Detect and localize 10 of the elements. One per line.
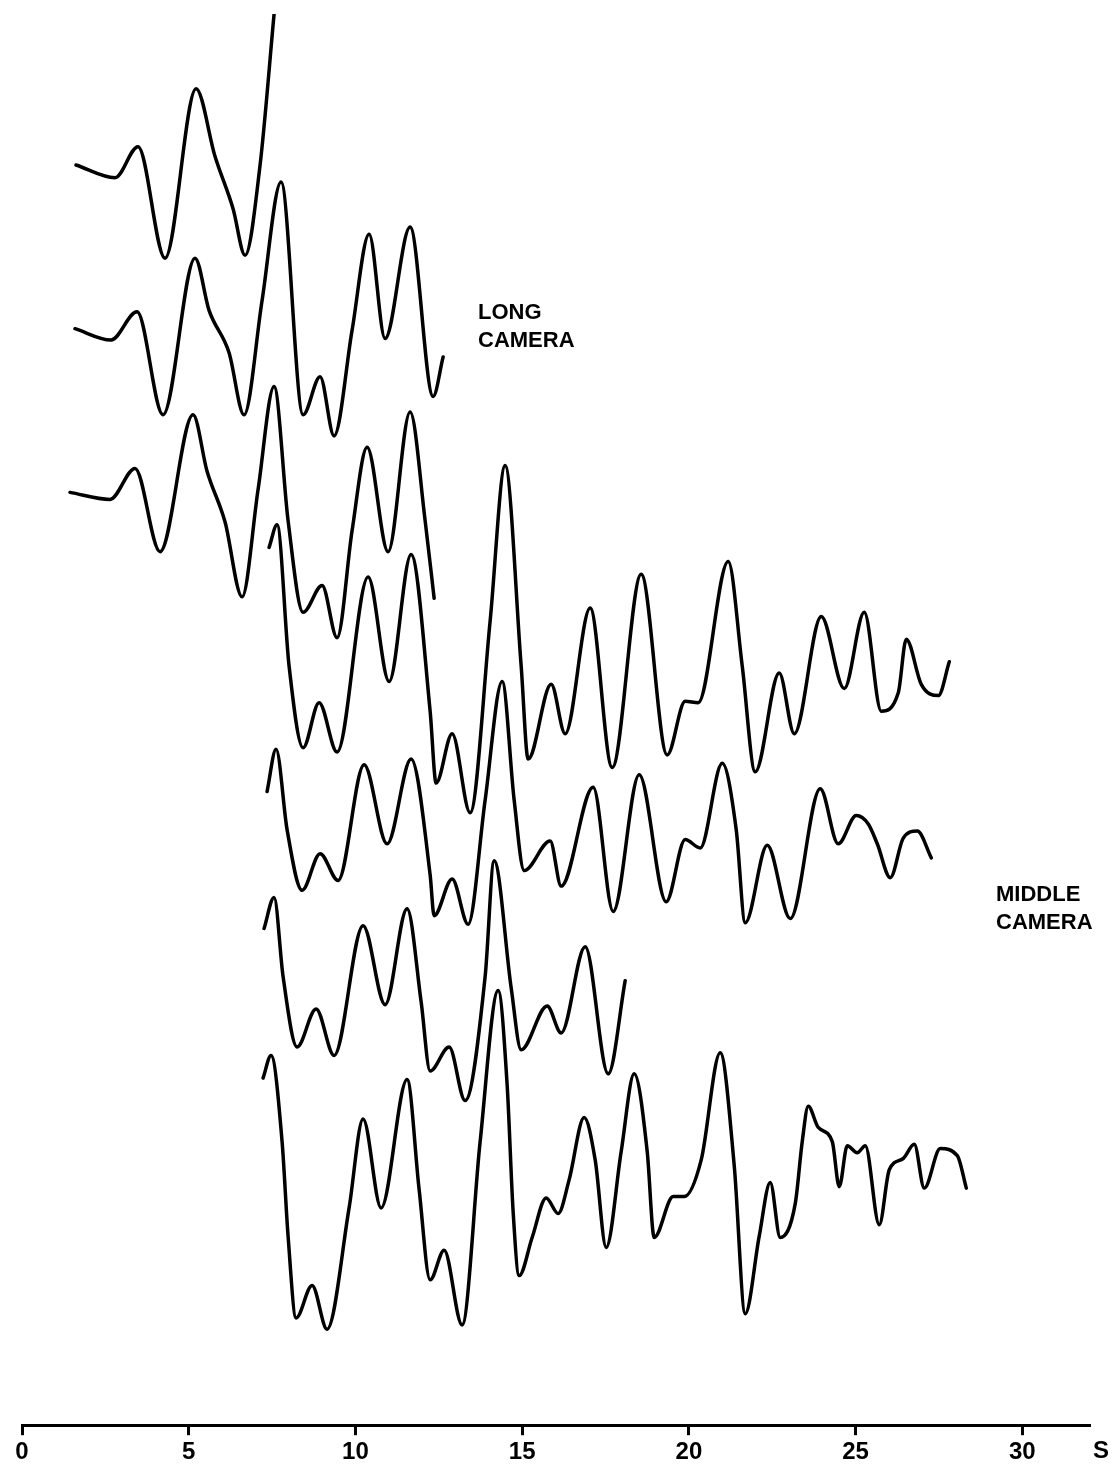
x-axis-title: S bbox=[1093, 1435, 1110, 1463]
x-tick-label: 20 bbox=[675, 1437, 703, 1465]
x-tick-label: 30 bbox=[1008, 1437, 1036, 1465]
x-tick-label: 10 bbox=[342, 1437, 369, 1465]
x-tick-label: 25 bbox=[842, 1437, 869, 1465]
x-tick-label: 15 bbox=[508, 1437, 536, 1465]
annotation: LONG CAMERA bbox=[478, 298, 576, 354]
x-tick-label: 0 bbox=[15, 1437, 29, 1465]
annotation: MIDDLE CAMERA bbox=[996, 880, 1094, 936]
x-tick-label: 5 bbox=[182, 1437, 196, 1465]
